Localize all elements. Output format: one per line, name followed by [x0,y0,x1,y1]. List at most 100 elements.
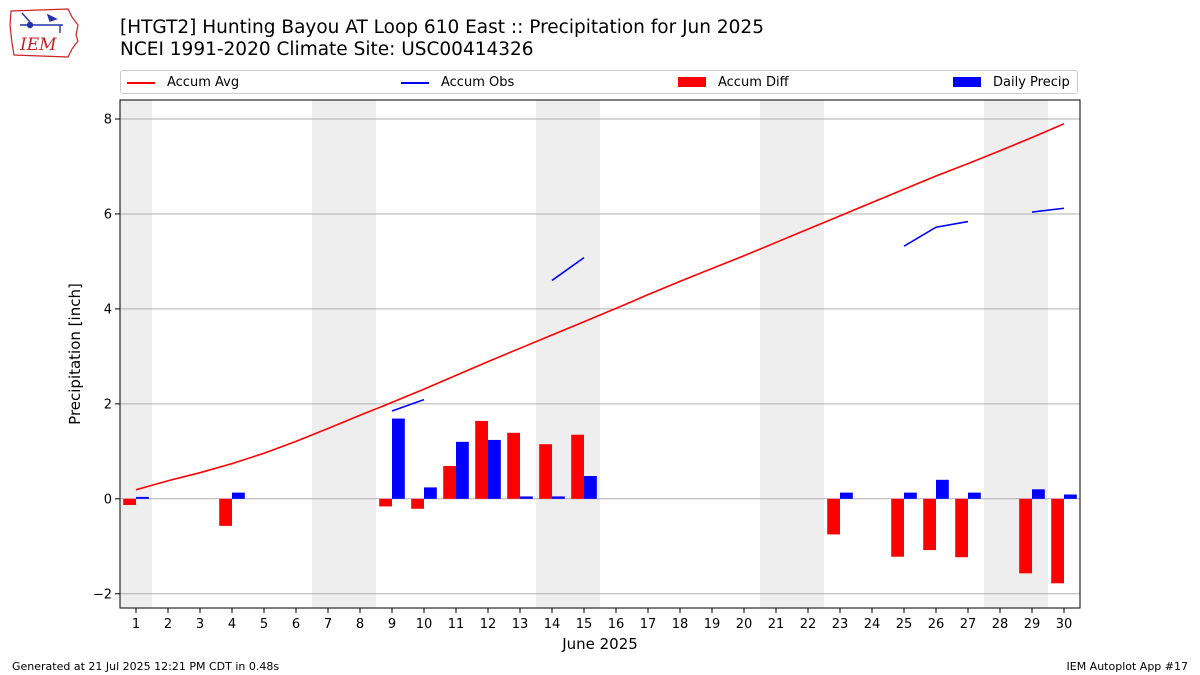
daily-precip-bar-day-13 [520,496,533,499]
x-tick-label-16: 16 [608,617,625,632]
x-tick-label-14: 14 [544,617,561,632]
accum-obs-line-segment-5 [1031,207,1065,213]
bars [123,418,1077,584]
daily-precip-bar-day-15 [584,476,597,499]
weekend-band-day-15 [568,100,600,608]
accum-obs-line-segment-1 [391,398,425,412]
accum-diff-bar-day-11 [443,466,456,499]
legend-label-accum-obs: Accum Obs [441,75,515,90]
accum-diff-bar-day-23 [827,498,840,535]
y-tick-label-4: 4 [104,302,112,317]
accum-diff-bar-day-27 [955,498,968,558]
accum-diff-bar-day-10 [411,498,424,509]
accum-obs-line-segment-4 [903,220,969,247]
accum-diff-bar-day-15 [571,434,584,499]
accum-diff-bar-day-9 [379,498,392,507]
x-tick-label-13: 13 [512,617,529,632]
weekend-band-day-22 [792,100,824,608]
grid-lines [120,118,1080,595]
daily-precip-bar-day-10 [424,487,437,499]
daily-precip-bar-day-25 [904,492,917,499]
x-tick-label-15: 15 [576,617,593,632]
x-tick-label-27: 27 [960,617,977,632]
x-tick-label-25: 25 [896,617,913,632]
accum-diff-bar-day-29 [1019,498,1032,574]
plot-frame [119,99,1081,609]
iowa-state-outline [9,8,79,58]
x-tick-label-8: 8 [356,617,364,632]
accum-diff-bar-day-4 [219,498,232,526]
y-tick-label-6: 6 [104,207,112,222]
legend-swatch-accum-avg [127,82,155,84]
accum-diff-bar-day-12 [475,420,488,499]
x-tick-label-7: 7 [324,617,332,632]
y-axis-label: Precipitation [inch] [66,283,84,425]
weekend-band-day-8 [344,100,376,608]
weekend-band-day-28 [984,100,1016,608]
footer-generated-text: Generated at 21 Jul 2025 12:21 PM CDT in… [12,660,280,673]
daily-precip-bar-day-11 [456,441,469,499]
accum-obs-line-segment-3 [551,256,585,282]
y-tick-label--2: −2 [93,587,112,602]
x-tick-label-10: 10 [416,617,433,632]
x-tick-label-5: 5 [260,617,268,632]
x-tick-label-30: 30 [1056,617,1073,632]
accum-diff-bar-day-1 [123,498,136,505]
x-tick-label-23: 23 [832,617,849,632]
accum-diff-bar-day-26 [923,498,936,551]
x-tick-label-20: 20 [736,617,753,632]
weekend-band-day-1 [120,100,152,608]
weekend-band-day-21 [760,100,792,608]
x-tick-label-11: 11 [448,617,465,632]
x-tick-label-12: 12 [480,617,497,632]
legend-swatch-accum-diff [678,77,706,87]
weekend-band-day-14 [536,100,568,608]
daily-precip-bar-day-29 [1032,489,1045,499]
daily-precip-bar-day-30 [1064,494,1077,499]
x-tick-label-28: 28 [992,617,1009,632]
accum-diff-bar-day-30 [1051,498,1064,584]
weekend-shading [120,100,1048,608]
daily-precip-bar-day-23 [840,492,853,499]
x-tick-label-2: 2 [164,617,172,632]
y-axis: −2 0 2 4 6 8 [93,112,120,602]
y-tick-label-2: 2 [104,397,112,412]
x-tick-label-6: 6 [292,617,300,632]
accum-diff-bar-day-14 [539,444,552,499]
x-tick-label-22: 22 [800,617,817,632]
chart-title: [HTGT2] Hunting Bayou AT Loop 610 East :… [120,17,764,38]
y-tick-label-8: 8 [104,112,112,127]
legend-label-daily-precip: Daily Precip [993,75,1070,90]
x-tick-label-26: 26 [928,617,945,632]
daily-precip-bar-day-26 [936,479,949,499]
accum-avg-line-segment-1 [135,123,1065,491]
weather-station-icon [20,12,63,33]
x-tick-label-29: 29 [1024,617,1041,632]
x-tick-label-24: 24 [864,617,881,632]
y-tick-label-0: 0 [104,492,112,507]
daily-precip-bar-day-14 [552,496,565,499]
daily-precip-bar-day-27 [968,492,981,499]
daily-precip-bar-day-1 [136,496,149,499]
x-axis-label: June 2025 [561,635,638,653]
iem-logo: IEM [9,8,79,58]
chart-subtitle: NCEI 1991-2020 Climate Site: USC00414326 [120,39,534,60]
daily-precip-bar-day-12 [488,439,501,499]
x-tick-label-1: 1 [132,617,140,632]
x-tick-label-17: 17 [640,617,657,632]
daily-precip-bar-day-4 [232,492,245,499]
x-tick-label-18: 18 [672,617,689,632]
x-axis: 1 2 3 4 5 6 7 8 9 10 11 12 13 14 15 16 17 18 19 20 21 22 23 24 2… [132,608,1072,632]
lines [135,123,1065,491]
x-tick-label-3: 3 [196,617,204,632]
x-tick-label-19: 19 [704,617,721,632]
accum-diff-bar-day-13 [507,432,520,499]
x-tick-label-9: 9 [388,617,396,632]
daily-precip-bar-day-9 [392,418,405,499]
accum-diff-bar-day-25 [891,498,904,557]
logo-text: IEM [19,35,57,55]
legend-label-accum-avg: Accum Avg [167,75,240,90]
footer-app-text: IEM Autoplot App #17 [1066,660,1189,673]
x-tick-label-4: 4 [228,617,236,632]
